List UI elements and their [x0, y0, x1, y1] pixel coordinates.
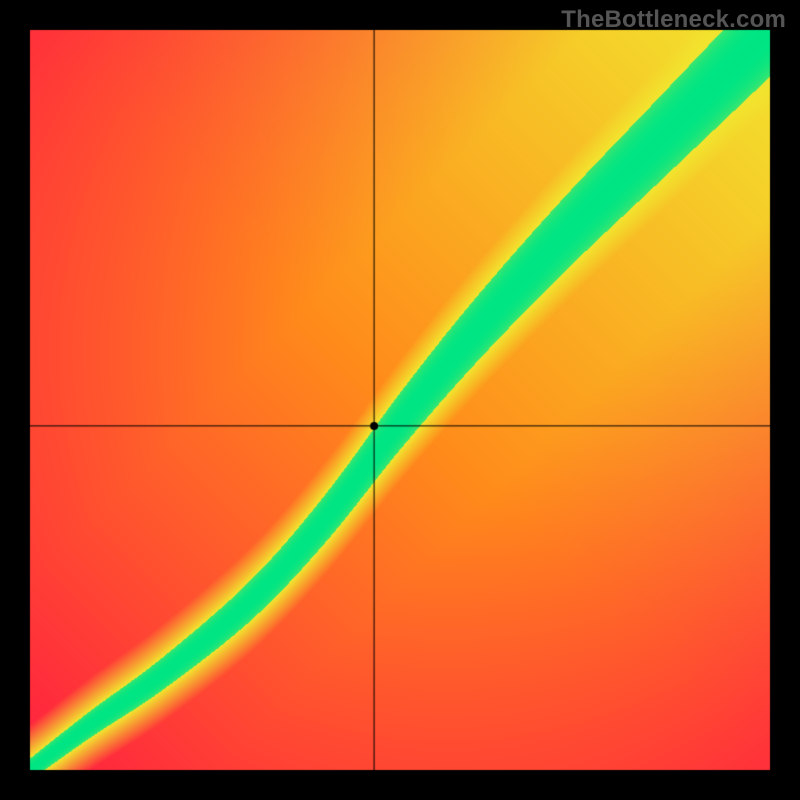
watermark-text: TheBottleneck.com [561, 6, 786, 34]
bottleneck-heatmap [0, 0, 800, 800]
chart-container: TheBottleneck.com [0, 0, 800, 800]
